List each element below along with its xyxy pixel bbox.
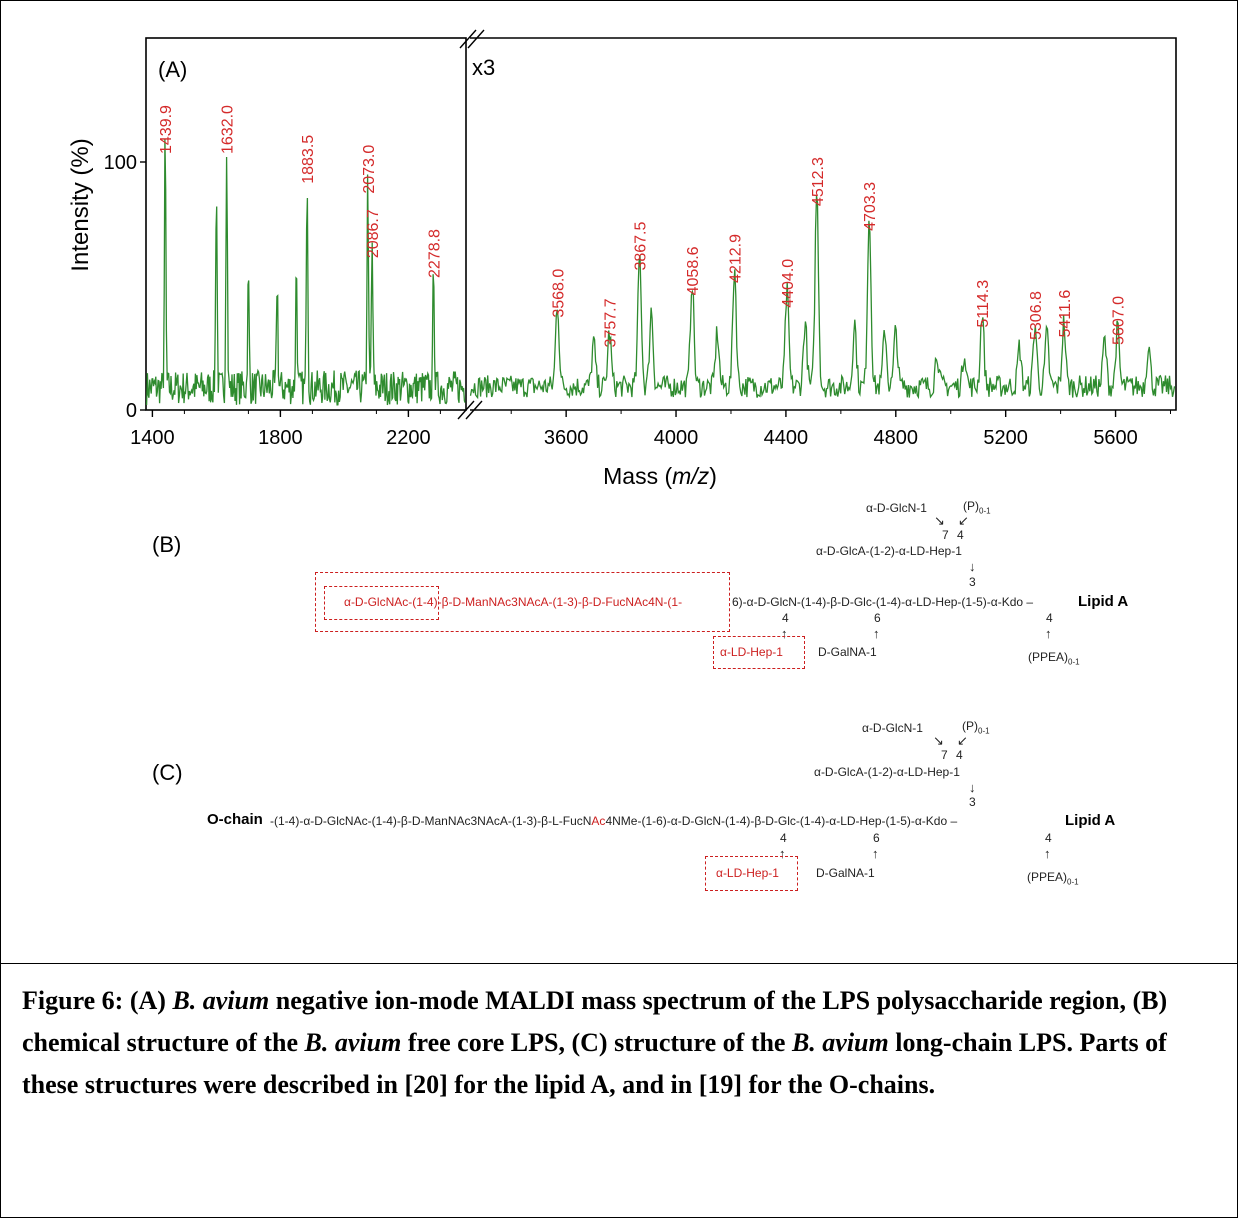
position-4-kdo-b: 4	[1046, 611, 1053, 625]
up-arrow-icon: ↑	[779, 846, 786, 861]
ppea-c: (PPEA)0-1	[1027, 870, 1079, 887]
x-tick-label: 1800	[258, 427, 303, 449]
axis-break-mark	[457, 400, 475, 420]
peak-label: 5306.8	[1028, 291, 1045, 340]
peak-label: 2086.7	[365, 209, 382, 258]
glca-chain-c: α-D-GlcA-(1-2)-α-LD-Hep-1	[814, 765, 960, 779]
core-chain-b: 6)-α-D-GlcN-(1-4)-β-D-Glc-(1-4)-α-LD-Hep…	[732, 595, 1034, 609]
o-chain-region-box	[315, 572, 730, 632]
position-6-c: 6	[873, 831, 880, 845]
chain-c: -(1-4)-α-D-GlcNAc-(1-4)-β-D-ManNAc3NAcA-…	[270, 814, 958, 828]
figure-caption: Figure 6: (A) B. avium negative ion-mode…	[22, 986, 1168, 1099]
ppea-b: (PPEA)0-1	[1028, 650, 1080, 667]
x-tick-label: 5200	[983, 427, 1028, 449]
x-tick-label: 1400	[130, 427, 175, 449]
x-axis-label: Mass (m/z)	[603, 463, 717, 489]
position-7-b: 7	[942, 528, 949, 542]
peak-label: 4404.0	[780, 259, 797, 308]
red-chain-b: α-D-GlcNAc-(1-4)-β-D-ManNAc3NAcA-(1-3)-β…	[344, 595, 683, 609]
axis-break-mark	[465, 400, 483, 420]
peak-label: 1883.5	[300, 135, 317, 184]
x-tick-label: 5600	[1093, 427, 1138, 449]
up-arrow-icon: ↑	[1044, 846, 1051, 861]
position-3-b: 3	[969, 575, 976, 589]
up-arrow-icon: ↑	[781, 626, 788, 641]
y-axis-label: Intensity (%)	[67, 138, 94, 271]
top-glcn-b: α-D-GlcN-1	[866, 501, 927, 515]
arrow-icon: ↘	[933, 733, 944, 748]
arrow-icon: ↙	[957, 733, 968, 748]
position-3-c: 3	[969, 795, 976, 809]
peak-label: 3867.5	[633, 222, 650, 271]
mass-spectrum-chart: 0 100 1400 1800 2200 3600 4000 4400 4800 5200 5600…	[67, 29, 1177, 489]
spectrum-trace-right	[469, 195, 1176, 400]
panel-label-b: (B)	[152, 532, 182, 557]
peak-label: 5411.6	[1057, 290, 1074, 338]
hep-box-c	[705, 856, 798, 891]
glcnac-box	[324, 586, 439, 620]
galna-b: D-GalNA-1	[818, 645, 877, 659]
position-4-top-c: 4	[956, 748, 963, 762]
up-arrow-icon: ↑	[873, 626, 880, 641]
hep-box-b	[713, 636, 805, 669]
scale-note: x3	[472, 55, 495, 80]
y-tick-label: 0	[126, 400, 137, 422]
axis-break-mark	[459, 29, 477, 49]
peak-label: 4058.6	[685, 246, 702, 295]
position-4-c: 4	[780, 831, 787, 845]
x-tick-label: 3600	[544, 427, 589, 449]
peak-label: 1632.0	[220, 105, 237, 154]
x-tick-label: 2200	[386, 427, 431, 449]
panel-label-c: (C)	[152, 760, 183, 785]
right-plot-frame	[470, 37, 1177, 411]
lipid-a-b: Lipid A	[1078, 593, 1129, 610]
down-arrow-icon: ↓	[969, 780, 976, 795]
galna-c: D-GalNA-1	[816, 866, 875, 880]
peak-label: 3568.0	[550, 269, 567, 318]
arrow-icon: ↘	[934, 513, 945, 528]
position-7-c: 7	[941, 748, 948, 762]
peak-label: 4512.3	[810, 157, 827, 206]
peak-label: 3757.7	[602, 298, 619, 347]
peak-label: 5114.3	[975, 280, 992, 328]
down-arrow-icon: ↓	[969, 559, 976, 574]
peak-label: 1439.9	[158, 105, 175, 154]
top-p-b: (P)0-1	[963, 499, 991, 516]
hep-b: α-LD-Hep-1	[720, 645, 783, 659]
lipid-a-c: Lipid A	[1065, 812, 1116, 829]
top-p-c: (P)0-1	[962, 719, 990, 736]
caption-divider	[0, 963, 1238, 964]
hep-c: α-LD-Hep-1	[716, 866, 779, 880]
up-arrow-icon: ↑	[1045, 626, 1052, 641]
arrow-icon: ↙	[958, 513, 969, 528]
peak-label: 2278.8	[427, 229, 444, 278]
y-tick-label: 100	[104, 152, 137, 174]
spectrum-trace-left	[145, 138, 466, 406]
peak-label: 5607.0	[1110, 296, 1127, 345]
x-tick-label: 4400	[764, 427, 809, 449]
peak-label: 4703.3	[862, 182, 879, 231]
peak-label: 4212.9	[728, 234, 745, 283]
panel-label-a: (A)	[158, 57, 187, 82]
position-4-b: 4	[782, 611, 789, 625]
axis-break-mark	[467, 29, 485, 49]
peak-label: 2073.0	[361, 145, 378, 194]
position-6-b: 6	[874, 611, 881, 625]
glca-chain-b: α-D-GlcA-(1-2)-α-LD-Hep-1	[816, 544, 962, 558]
up-arrow-icon: ↑	[872, 846, 879, 861]
position-4-top-b: 4	[957, 528, 964, 542]
position-4-kdo-c: 4	[1045, 831, 1052, 845]
x-tick-label: 4800	[874, 427, 919, 449]
top-glcn-c: α-D-GlcN-1	[862, 721, 923, 735]
x-tick-label: 4000	[654, 427, 699, 449]
left-plot-frame	[145, 37, 467, 411]
o-chain-c: O-chain	[207, 811, 263, 828]
